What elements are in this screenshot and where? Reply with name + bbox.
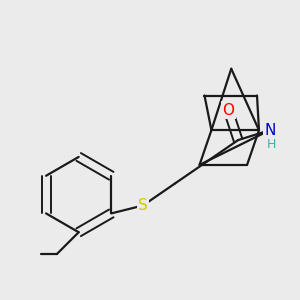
Text: N: N [264, 123, 275, 138]
Text: S: S [138, 198, 148, 213]
Text: O: O [222, 103, 234, 118]
Text: H: H [267, 138, 277, 151]
